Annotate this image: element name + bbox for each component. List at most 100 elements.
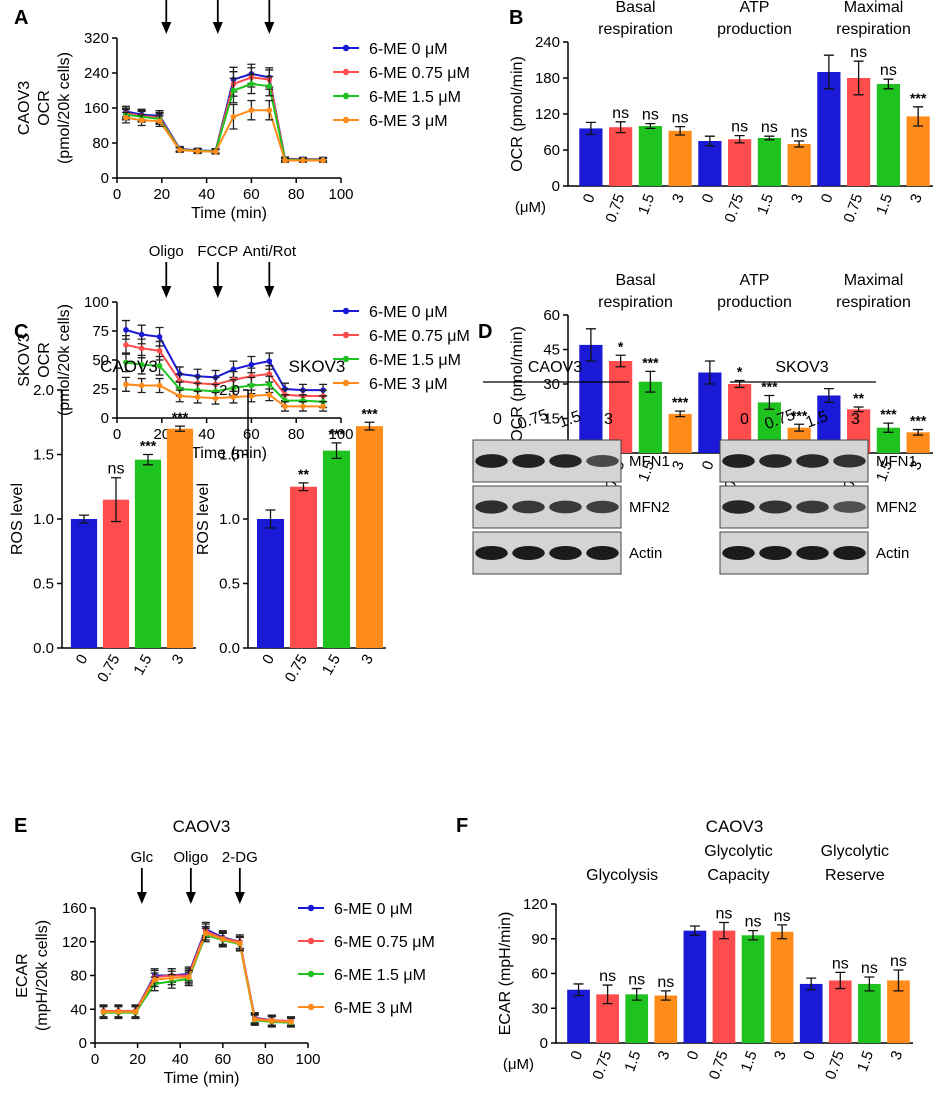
x-tick-label: 0 xyxy=(699,459,718,473)
blot-band xyxy=(722,454,755,468)
injection-arrow-head xyxy=(212,286,223,298)
panel-label-d: D xyxy=(478,321,492,343)
chart-title: CAOV3 xyxy=(173,817,231,836)
data-point xyxy=(248,81,255,87)
bar xyxy=(256,519,285,648)
chart-C1: 0.0 0.5 1.0 1.5 2.0 ROS level CAOV3 0 ns 0.75 *** 1… xyxy=(9,357,196,685)
bar xyxy=(668,413,692,453)
y-tick-label: 50 xyxy=(92,352,109,369)
y-tick-label: 0.0 xyxy=(219,640,240,657)
y-tick-label: 2.0 xyxy=(219,382,240,399)
bar xyxy=(698,141,722,186)
error-bar xyxy=(777,924,788,940)
data-point xyxy=(300,403,306,410)
significance-label: *** xyxy=(642,354,659,370)
lane-label: 3 xyxy=(851,411,860,428)
y-tick-label: 0 xyxy=(79,1035,87,1052)
y-tick-label: 160 xyxy=(84,100,109,117)
chart-E: 0 40 80 120 160 0 20 40 60 80 100 Time (min) ECAR (mp… xyxy=(14,817,435,1087)
injection-label: Oligo xyxy=(149,243,184,260)
error-bar xyxy=(675,125,686,136)
data-point xyxy=(230,385,237,391)
legend-label: 6-ME 0 μM xyxy=(369,41,448,58)
x-tick-label: 0.75 xyxy=(822,1049,848,1082)
error-bar xyxy=(615,354,626,368)
significance-label: ns xyxy=(731,119,748,136)
y-tick-label: 1.0 xyxy=(33,511,54,528)
bar-group-2: Glycolytic Reserve 0 ns 0.75 ns 1.5 ns 3 xyxy=(799,843,910,1082)
data-point xyxy=(282,157,288,164)
bar xyxy=(757,138,781,186)
data-point xyxy=(156,118,163,124)
blot-band xyxy=(549,500,582,514)
blot-row-label: Actin xyxy=(876,545,909,562)
data-point xyxy=(230,113,237,120)
data-point xyxy=(138,117,145,124)
x-tick-label: 3 xyxy=(669,192,688,206)
error-bar xyxy=(631,987,642,1001)
data-point xyxy=(282,403,288,410)
x-tick-label: 80 xyxy=(288,426,305,443)
x-tick-label: 1.5 xyxy=(873,192,896,217)
data-point xyxy=(138,361,145,368)
blot-band xyxy=(796,546,829,560)
error-bar xyxy=(794,423,805,432)
bar xyxy=(625,994,649,1043)
y-tick-label: 240 xyxy=(84,65,109,82)
panel-label-a: A xyxy=(14,7,28,29)
y-tick-label: 0 xyxy=(552,178,560,195)
series-line xyxy=(125,361,324,403)
blot-band xyxy=(759,546,792,560)
x-tick-label: 0 xyxy=(800,1049,819,1063)
error-bar xyxy=(704,360,715,385)
blot-row-label: MFN1 xyxy=(876,453,917,470)
legend-label: 6-ME 1.5 μM xyxy=(369,352,461,369)
series-line xyxy=(125,383,324,408)
y-axis-label: ROS level xyxy=(195,483,212,555)
significance-label: ns xyxy=(642,107,659,124)
bar xyxy=(668,130,692,186)
significance-label: *** xyxy=(328,426,345,442)
injection-arrow-head xyxy=(212,22,223,34)
bar-group-1: Glycolytic Capacity 0 ns 0.75 ns 1.5 ns 3 xyxy=(683,843,794,1082)
data-point xyxy=(248,393,255,399)
error-bar xyxy=(111,477,121,523)
legend-label: 6-ME 0.75 μM xyxy=(369,65,470,82)
series-3: 6-ME 3 μM xyxy=(121,99,448,164)
x-tick-label: 20 xyxy=(153,186,170,203)
blot-band xyxy=(833,501,866,513)
x-tick-label: 0.75 xyxy=(721,192,747,225)
y-tick-label: 15 xyxy=(543,411,560,428)
error-bar xyxy=(645,370,656,393)
y-axis-label: (pmol/20k cells) xyxy=(56,304,73,416)
y-tick-label: 80 xyxy=(70,968,87,985)
x-tick-label: 3 xyxy=(655,1049,674,1063)
error-bar xyxy=(823,54,834,90)
group-title: Capacity xyxy=(707,867,769,884)
x-tick-label: 0.75 xyxy=(706,1049,732,1082)
significance-label: ns xyxy=(774,908,791,925)
data-point xyxy=(220,936,226,943)
x-tick-label: 1.5 xyxy=(738,1049,761,1074)
blot-band xyxy=(759,500,792,514)
data-point xyxy=(123,114,129,121)
series-line xyxy=(103,932,292,1023)
data-point xyxy=(151,976,158,983)
y-tick-label: 25 xyxy=(92,381,109,398)
blot-band xyxy=(833,454,866,468)
group-title: ATP xyxy=(740,0,770,16)
y-tick-label: 30 xyxy=(531,1000,548,1017)
x-tick-label: 1.5 xyxy=(319,652,344,679)
group-title: production xyxy=(717,294,792,311)
legend-label: 6-ME 1.5 μM xyxy=(334,967,426,984)
bar xyxy=(741,935,765,1043)
bar xyxy=(906,432,930,453)
error-bar xyxy=(585,121,596,136)
lane-label: 1.5 xyxy=(557,408,584,432)
x-tick-label: 0 xyxy=(113,186,121,203)
x-tick-label: 80 xyxy=(288,186,305,203)
bar xyxy=(609,361,633,453)
y-tick-label: 0 xyxy=(101,410,109,427)
